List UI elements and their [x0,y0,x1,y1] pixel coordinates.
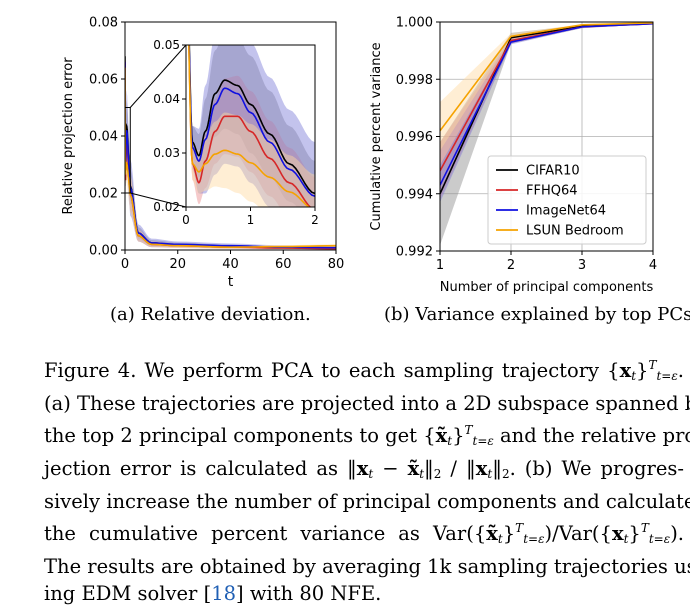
caption-line-2: (a) These trajectories are projected int… [44,392,690,415]
panel-b-legend-label-3: LSUN Bedroom [526,224,624,239]
panel-a-ytick-label-4: 0.08 [89,16,118,31]
panel-a-inset-ytick-label-3: 0.05 [153,38,180,52]
panel-a-xtick-label-3: 60 [275,257,292,272]
figure-caption: Figure 4. We perform PCA to each samplin… [44,352,690,607]
subcaption-b: (b) Variance explained by top PCs. [384,304,690,325]
panel-b-plot-area [440,22,653,246]
panel-b-line-2 [440,22,653,186]
panel-a-plot-area [125,50,336,250]
panel-a-inset-line-0 [188,45,315,195]
panel-b-legend [487,155,647,245]
panel-a-ytick-label-1: 0.02 [89,187,118,202]
panel-b-legend-label-1: FFHQ64 [526,184,578,199]
panel-a-zoom-connector-top [129,44,187,108]
panel-b-ytick-label-3: 0.998 [396,73,433,88]
panel-a-ytick-label-2: 0.04 [89,130,118,145]
panel-a-line-3 [125,67,336,248]
caption-line-4: jection error is calculated as ‖xt − x̃t… [44,457,684,481]
panel-b-xtick-label-2: 3 [578,258,586,273]
panel-a-inset-band-1 [188,45,315,207]
panel-b-xtick-label-0: 1 [436,258,444,273]
panel-a-zoom-box [124,107,131,194]
panel-b-xlabel: Number of principal components [440,280,654,295]
panel-a-inset-band-3 [188,45,315,207]
caption-line-1: Figure 4. We perform PCA to each samplin… [44,358,684,383]
panel-a-inset-line-1 [188,45,312,207]
panel-a-ytick-label-3: 0.06 [89,73,118,88]
panel-a-inset-xtick-label-2: 2 [311,213,319,227]
panel-b-ylabel: Cumulative percent variance [369,42,384,230]
caption-line-5: sively increase the number of principal … [44,490,690,513]
panel-a-inset-ytick-label-2: 0.04 [153,92,180,106]
panel-a-inset-line-2 [188,45,315,197]
panel-b-legend-label-2: ImageNet64 [526,204,606,219]
panel-a-ylabel: Relative projection error [61,57,76,215]
caption-line-7: The results are obtained by averaging 1k… [44,555,690,578]
panel-b-band-3 [440,22,653,151]
citation-link[interactable]: 18 [211,582,237,605]
panel-b-ytick-label-1: 0.994 [396,187,433,202]
panel-a-inset-ytick-label-0: 0.02 [153,200,180,214]
caption-line-6: the cumulative percent variance as Var({… [44,521,684,546]
panel-a-xtick-label-0: 0 [121,257,129,272]
panel-a-xtick-label-2: 40 [222,257,239,272]
panel-a-inset-ytick-label-1: 0.03 [153,146,180,160]
panel-b-chart: 1 2 3 4 0.992 0.994 0.996 0.998 1.000 Number of p… [369,16,657,296]
panel-b-xtick-label-1: 2 [507,258,515,273]
subcaption-a: (a) Relative deviation. [110,304,311,325]
panel-b-xtick-label-3: 4 [649,258,657,273]
panel-a-xtick-label-4: 80 [328,257,345,272]
panel-b-ytick-label-4: 1.000 [396,16,433,31]
panel-b-legend-label-0: CIFAR10 [526,164,580,179]
panel-b-line-3 [440,22,653,132]
panel-a-ytick-label-0: 0.00 [89,244,118,259]
panel-b-ytick-label-2: 0.996 [396,130,433,145]
panel-b-ytick-label-0: 0.992 [396,245,433,260]
caption-line-3: the top 2 principal components to get {x… [44,423,690,448]
panel-a-inset-line-3 [188,45,311,207]
panel-a-zoom-connector-bottom [130,192,187,208]
panel-a-xtick-label-1: 20 [169,257,186,272]
panel-a-xlabel: t [228,274,234,290]
caption-line-8: ing EDM solver [18] with 80 NFE. [44,582,382,605]
panel-a-inset-plot [188,45,315,207]
panel-b-band-1 [440,23,653,200]
panel-a-inset-xtick-label-0: 0 [182,213,190,227]
panel-a-inset-xtick-label-1: 1 [247,213,255,227]
